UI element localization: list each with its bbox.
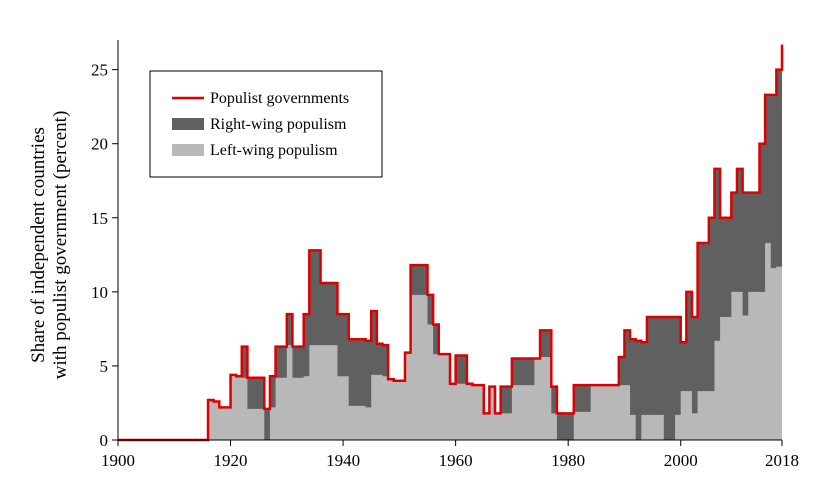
axes-layer: 0 5 10 15 20 25 1900 1920 1940 1960 1980 2000 2018: [91, 40, 799, 470]
legend-populist-governments-label: Populist governments: [210, 90, 349, 107]
x-tick-label: 2018: [765, 451, 799, 470]
y-tick-label: 0: [100, 431, 109, 450]
y-tick-label: 5: [100, 357, 109, 376]
legend-right-wing-populism-swatch: [172, 118, 204, 130]
legend-right-wing-populism-label: Right-wing populism: [210, 116, 347, 133]
y-tick-label: 25: [91, 61, 108, 80]
y-tick-label: 20: [91, 135, 108, 154]
x-tick-label: 1920: [214, 451, 248, 470]
y-tick-label: 15: [91, 209, 108, 228]
legend-left-wing-populism-label: Left-wing populism: [210, 142, 338, 159]
x-tick-label: 1960: [439, 451, 473, 470]
legend: Populist governments Right-wing populism L…: [149, 70, 383, 178]
areas-layer: [118, 44, 784, 442]
y-axis-label-line-1: Share of independent countries: [28, 127, 49, 363]
populist-governments-line: [118, 44, 784, 442]
x-tick-label: 2000: [664, 451, 698, 470]
x-tick-label: 1940: [326, 451, 360, 470]
y-tick-label: 10: [91, 283, 108, 302]
y-axis-label: Share of independent countries with popul…: [28, 111, 71, 380]
left-wing-populism-area: [118, 242, 782, 440]
x-tick-label: 1900: [101, 451, 135, 470]
y-axis-label-line-2: with populist government (percent): [50, 111, 71, 380]
x-tick-label: 1980: [551, 451, 585, 470]
legend-left-wing-populism-swatch: [172, 144, 204, 156]
